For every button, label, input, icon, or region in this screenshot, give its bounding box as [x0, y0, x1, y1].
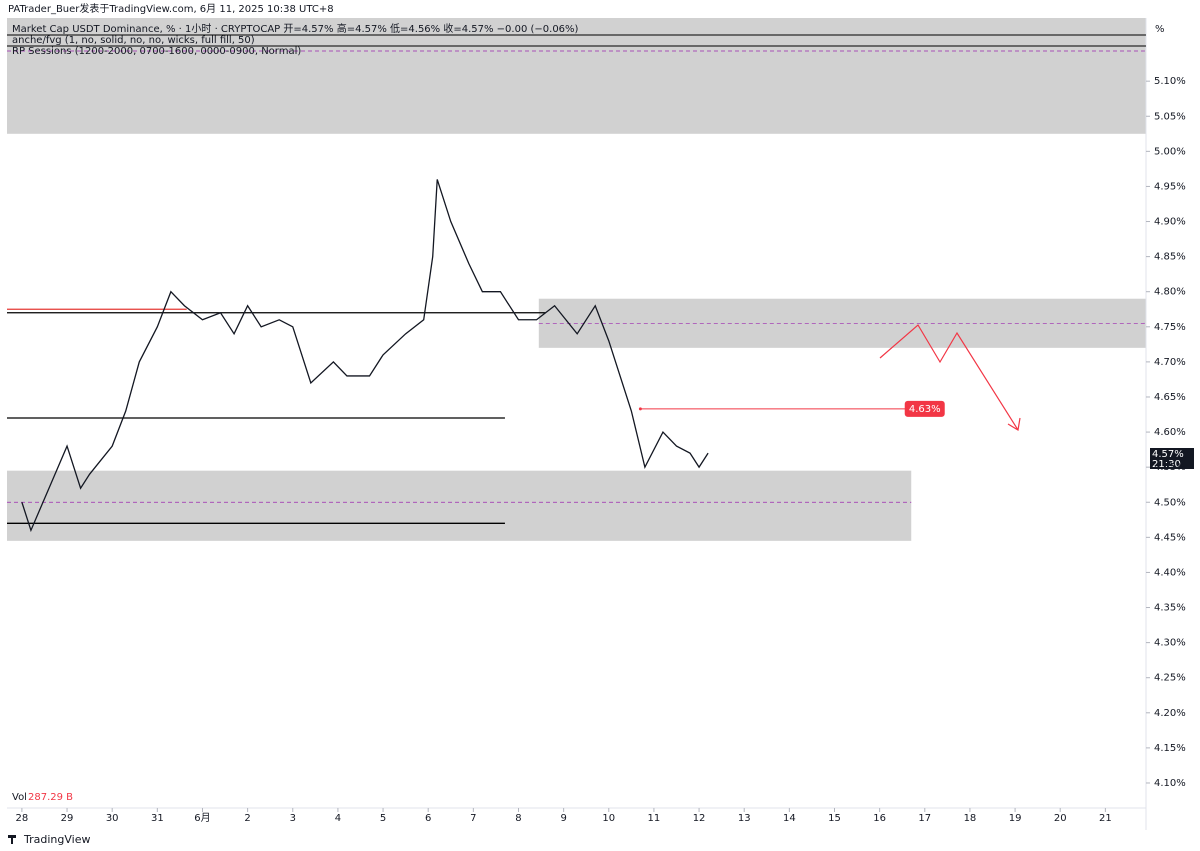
- projection-arrow: [879, 324, 1021, 431]
- annotation-dot: [638, 407, 642, 411]
- annotation-label: 4.63%: [909, 404, 941, 415]
- y-tick-label: 4.25%: [1154, 673, 1186, 684]
- x-tick-label: 21: [1099, 813, 1112, 824]
- annotation-box: [904, 400, 945, 417]
- x-tick-label: 31: [151, 813, 164, 824]
- y-tick-label: 4.15%: [1154, 743, 1186, 754]
- x-tick-label: 20: [1054, 813, 1067, 824]
- y-tick-label: 4.20%: [1154, 708, 1186, 719]
- y-tick-label: 4.60%: [1154, 427, 1186, 438]
- x-tick-label: 28: [16, 813, 29, 824]
- x-tick-label: 6月: [194, 812, 210, 824]
- x-tick-label: 17: [918, 813, 931, 824]
- x-tick-label: 19: [1009, 813, 1022, 824]
- x-tick-label: 2: [244, 813, 250, 824]
- price-line: [21, 179, 709, 533]
- x-tick-label: 6: [425, 813, 431, 824]
- x-tick-label: 8: [515, 813, 521, 824]
- y-tick-label: 4.50%: [1154, 497, 1186, 508]
- axis-unit: %: [1155, 24, 1165, 35]
- zone: [7, 18, 1146, 134]
- y-tick-label: 4.40%: [1154, 567, 1186, 578]
- legend-line: RP Sessions (1200-2000, 0700-1600, 0000-…: [12, 46, 301, 57]
- x-tick-label: 29: [61, 813, 74, 824]
- x-tick-label: 16: [873, 813, 886, 824]
- x-tick-label: 30: [106, 813, 119, 824]
- y-tick-label: 4.45%: [1154, 532, 1186, 543]
- y-tick-label: 4.35%: [1154, 603, 1186, 614]
- y-tick-label: 4.85%: [1154, 252, 1186, 263]
- volume-value: 287.29 B: [28, 792, 73, 803]
- attribution: PATrader_Buer发表于TradingView.com, 6月 11, …: [8, 2, 334, 15]
- x-tick-label: 7: [470, 813, 476, 824]
- x-tick-label: 10: [602, 813, 615, 824]
- y-tick-label: 5.05%: [1154, 111, 1186, 122]
- price-tag: [1150, 448, 1194, 469]
- x-tick-label: 14: [783, 813, 796, 824]
- y-tick-label: 5.00%: [1154, 146, 1186, 157]
- x-tick-label: 15: [828, 813, 841, 824]
- x-tick-label: 4: [335, 813, 341, 824]
- x-tick-label: 3: [290, 813, 296, 824]
- y-tick-label: 4.30%: [1154, 638, 1186, 649]
- x-tick-label: 9: [560, 813, 566, 824]
- x-tick-label: 18: [964, 813, 977, 824]
- x-tick-label: 13: [738, 813, 751, 824]
- y-tick-label: 4.70%: [1154, 357, 1186, 368]
- y-tick-label: 5.10%: [1154, 76, 1186, 87]
- zone: [7, 470, 912, 541]
- countdown: 21:30: [1152, 459, 1181, 470]
- legend-line: anche/fvg (1, no, solid, no, no, wicks, …: [12, 35, 255, 46]
- last-price: 4.57%: [1152, 449, 1184, 460]
- y-tick-label: 4.10%: [1154, 778, 1186, 789]
- plot-area: [7, 18, 1146, 541]
- y-tick-label: 4.75%: [1154, 322, 1186, 333]
- x-tick-label: 12: [693, 813, 706, 824]
- volume-label: Vol: [12, 792, 27, 803]
- y-tick-label: 4.95%: [1154, 181, 1186, 192]
- x-tick-label: 5: [380, 813, 386, 824]
- y-tick-label: 4.80%: [1154, 287, 1186, 298]
- y-tick-label: 4.65%: [1154, 392, 1186, 403]
- x-tick-label: 11: [648, 813, 661, 824]
- legend-line: Market Cap USDT Dominance, % · 1小时 · CRY…: [12, 22, 579, 35]
- brand: TradingView: [23, 833, 90, 846]
- brand-logo: [8, 835, 16, 844]
- y-tick-label: 4.90%: [1154, 217, 1186, 228]
- y-tick-label: 4.55%: [1154, 462, 1186, 473]
